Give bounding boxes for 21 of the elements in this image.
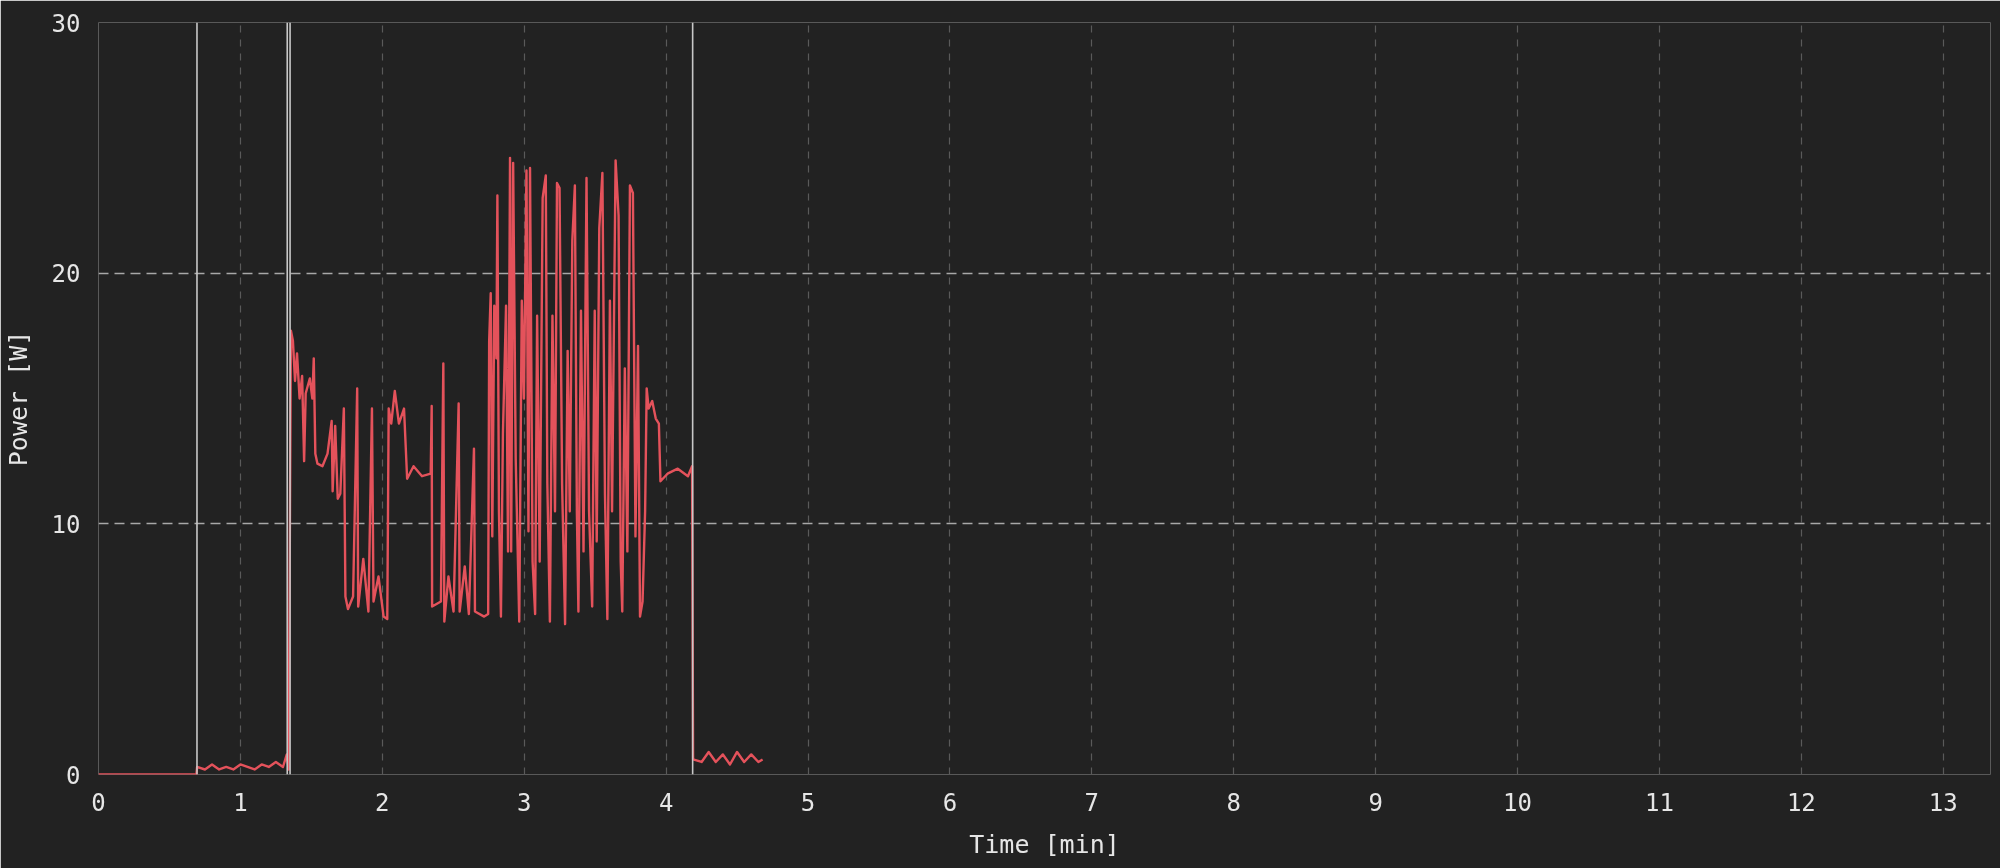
x-tick-label: 2: [375, 788, 390, 817]
y-tick-label: 0: [66, 761, 81, 790]
x-tick-label: 13: [1928, 788, 1958, 817]
x-tick-label: 1: [233, 788, 248, 817]
y-tick-label: 20: [51, 260, 81, 289]
x-tick-label: 9: [1368, 788, 1383, 817]
x-tick-label: 11: [1644, 788, 1674, 817]
x-tick-label: 6: [942, 788, 958, 817]
x-tick-label: 4: [658, 788, 674, 817]
y-tick-label: 10: [51, 510, 81, 539]
x-tick-label: 8: [1226, 788, 1241, 817]
x-tick-label: 12: [1786, 788, 1816, 817]
x-tick-label: 0: [91, 788, 106, 817]
line-series: [98, 156, 764, 775]
x-tick-label: 5: [800, 788, 816, 817]
x-tick-label: 3: [516, 788, 532, 817]
x-tick-label: 10: [1503, 788, 1532, 817]
y-tick-label: 30: [51, 9, 81, 38]
y-axis-title: Power [W]: [3, 330, 33, 467]
x-tick-label: 7: [1084, 788, 1100, 817]
x-axis-title: Time [min]: [969, 829, 1120, 859]
